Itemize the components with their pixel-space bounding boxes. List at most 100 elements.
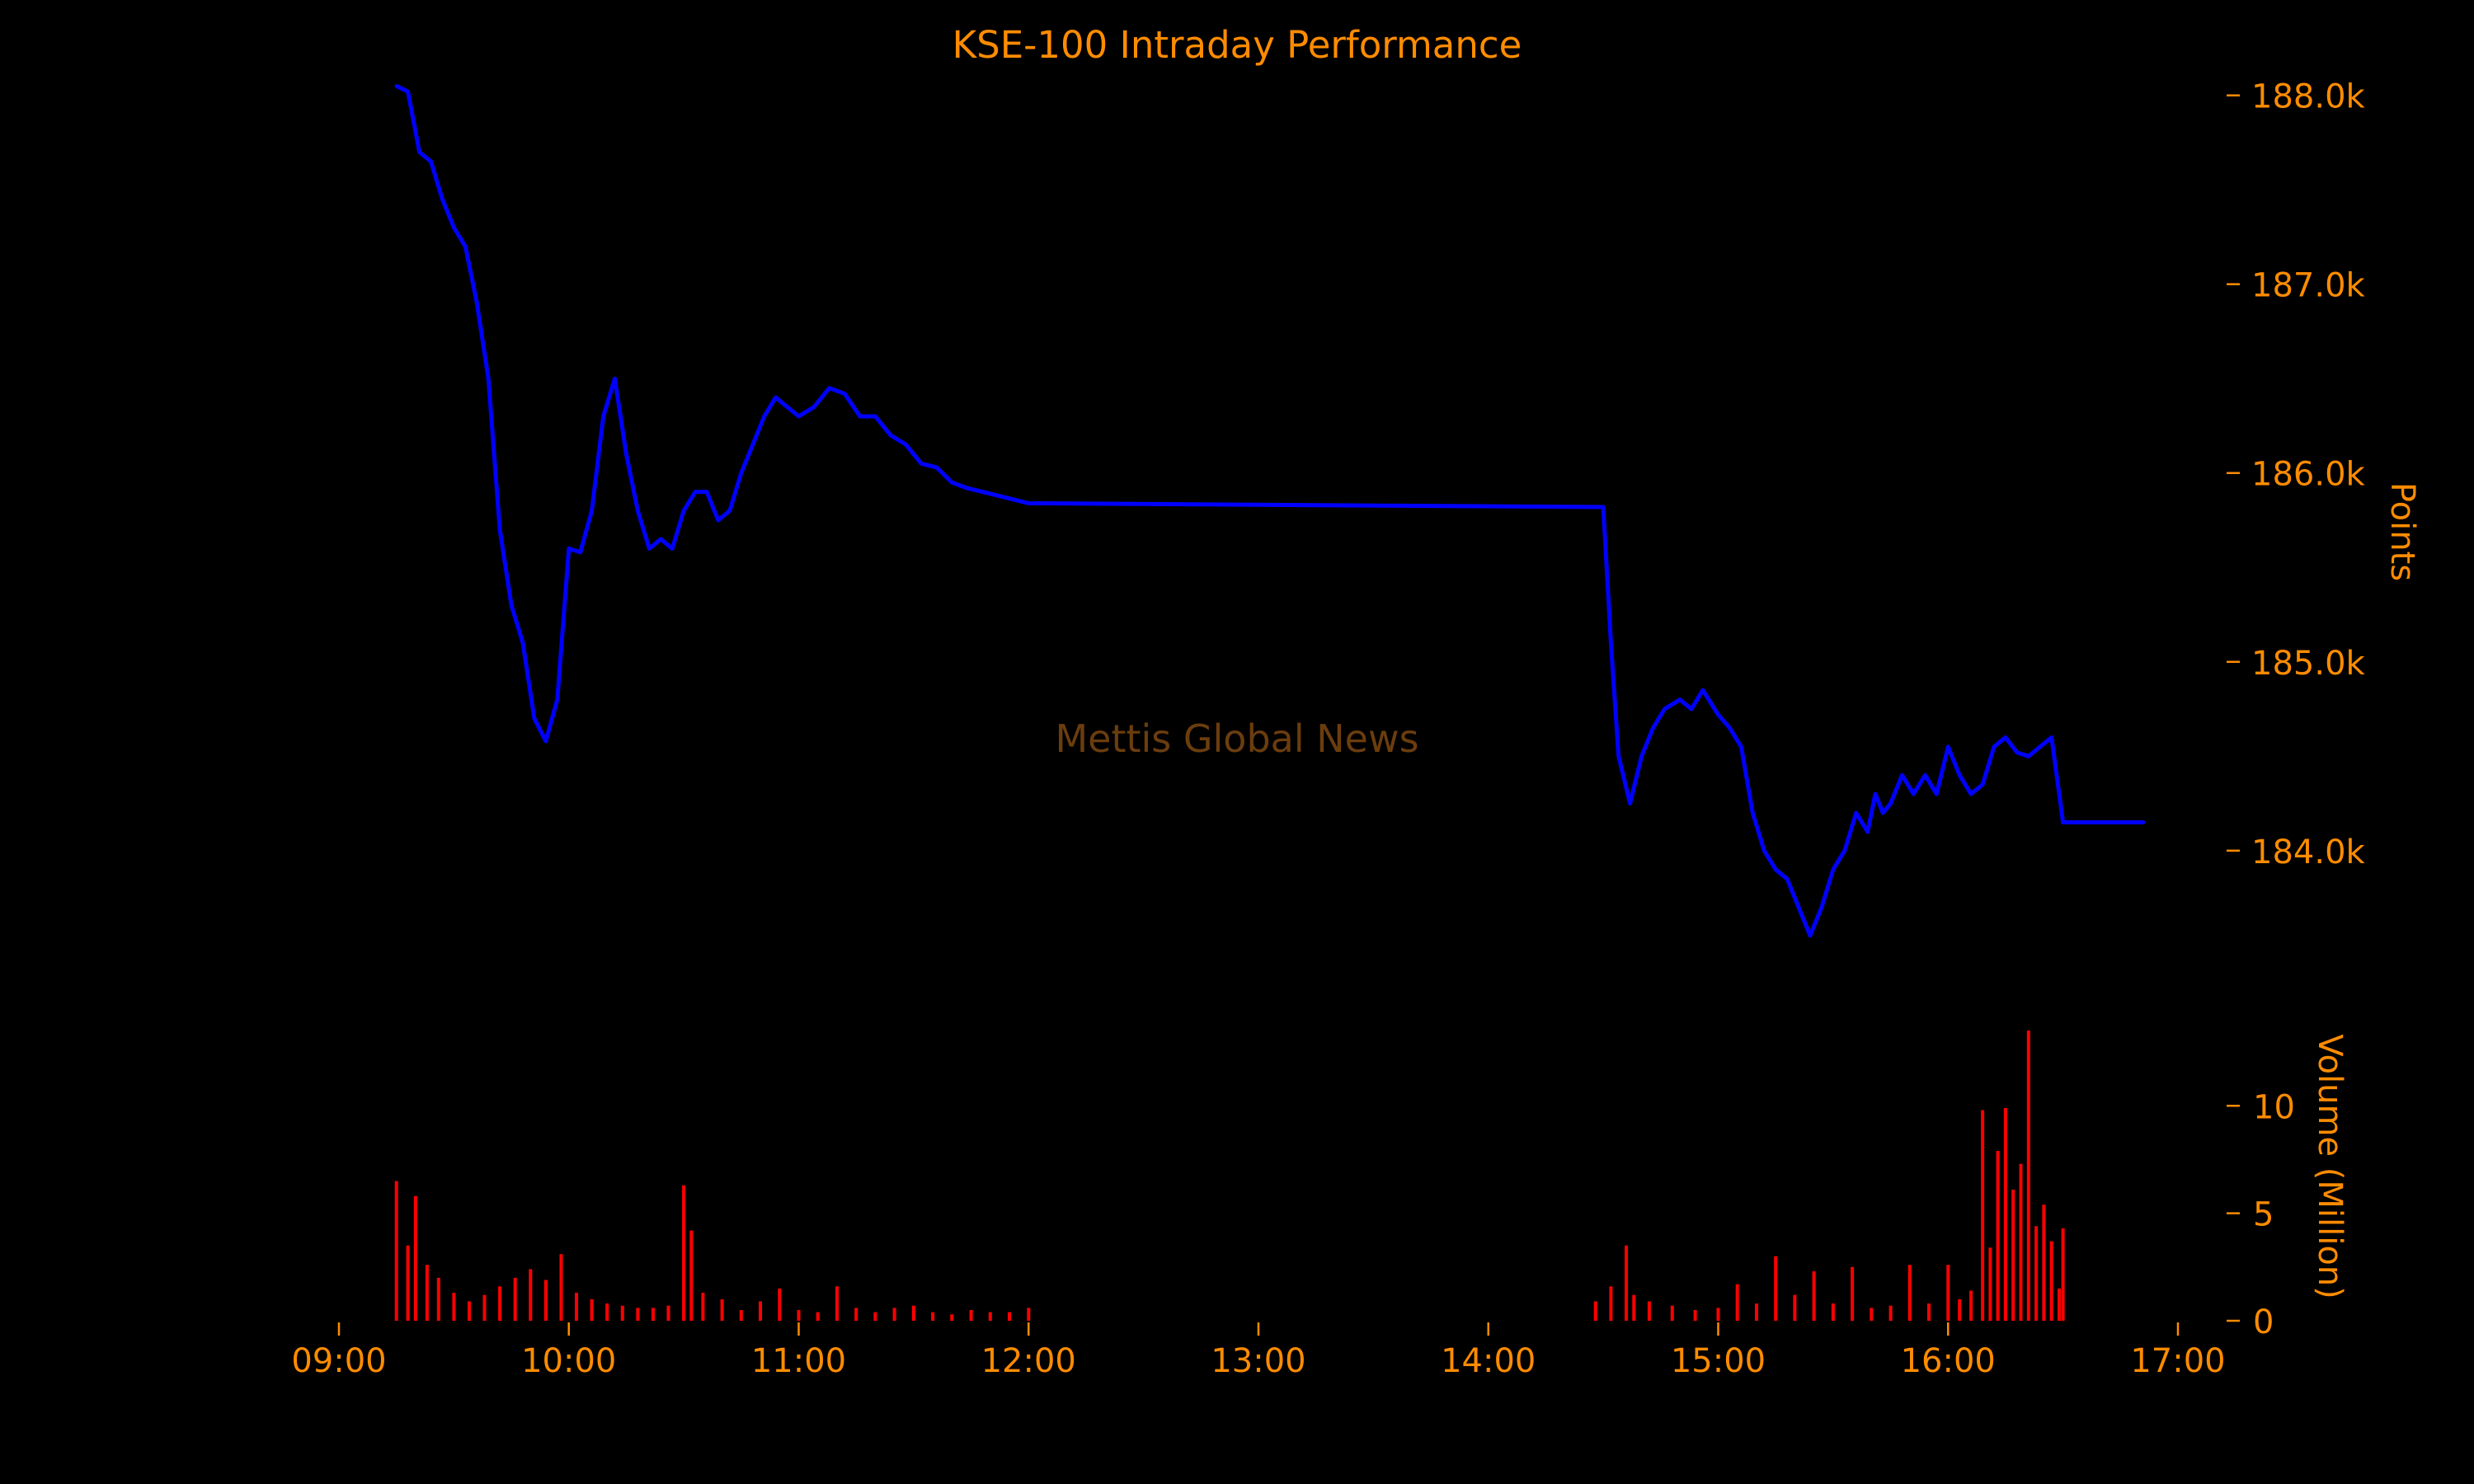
index-point xyxy=(613,377,617,381)
volume-bar xyxy=(1946,1265,1950,1321)
index-point xyxy=(934,465,939,470)
volume-bar xyxy=(1755,1303,1758,1321)
index-point xyxy=(843,392,847,396)
volume-bar xyxy=(1927,1303,1931,1321)
index-point xyxy=(1873,791,1878,796)
volume-bar xyxy=(436,1277,440,1321)
index-point xyxy=(785,405,789,409)
volume-bar xyxy=(1831,1303,1835,1321)
volume-bar xyxy=(2026,1031,2030,1321)
volume-tick-label: 10 xyxy=(2253,1088,2295,1126)
index-point xyxy=(797,414,801,419)
volume-axis-label: Volume (Million) xyxy=(2311,1034,2349,1298)
price-tick-label: 185.0k xyxy=(2251,645,2366,683)
volume-bar xyxy=(2058,1288,2061,1321)
index-point xyxy=(1762,848,1766,853)
volume-bar xyxy=(605,1303,609,1321)
index-point xyxy=(1609,641,1613,646)
index-point xyxy=(1900,773,1904,777)
index-point xyxy=(827,386,831,390)
index-point xyxy=(2003,735,2008,740)
index-point xyxy=(1865,829,1870,834)
volume-bar xyxy=(854,1308,858,1321)
volume-bar xyxy=(1907,1265,1912,1321)
index-point xyxy=(1935,791,1939,796)
volume-bar xyxy=(682,1185,686,1321)
volume-bar xyxy=(620,1305,624,1321)
index-point xyxy=(1774,867,1778,871)
volume-bar xyxy=(529,1269,533,1321)
index-point xyxy=(532,716,537,721)
volume-bar xyxy=(1735,1284,1739,1321)
index-point xyxy=(1689,707,1694,711)
index-point xyxy=(995,494,1000,498)
index-point xyxy=(1968,791,1973,796)
volume-bar xyxy=(950,1314,954,1321)
index-point xyxy=(1601,505,1606,510)
index-point xyxy=(2057,791,2062,796)
index-point xyxy=(873,414,877,419)
price-tick-label: 188.0k xyxy=(2251,78,2366,116)
index-point xyxy=(1946,744,1950,749)
index-line-series xyxy=(394,84,2146,938)
index-point xyxy=(1616,754,1620,758)
index-point xyxy=(1785,876,1790,881)
index-point xyxy=(1751,810,1755,815)
time-x-axis: 09:00 10:00 11:00 12:00 13:00 14:00 15:00 16:00… xyxy=(291,1322,2226,1380)
index-point xyxy=(727,509,732,513)
index-point xyxy=(888,433,893,438)
volume-bar xyxy=(988,1312,992,1321)
volume-bar xyxy=(651,1308,655,1321)
index-point xyxy=(1663,707,1667,711)
volume-tick-label: 5 xyxy=(2253,1196,2274,1234)
volume-bar xyxy=(1888,1305,1893,1321)
volume-bar xyxy=(575,1293,578,1321)
volume-bar xyxy=(1632,1294,1636,1321)
index-point xyxy=(950,481,954,485)
volume-bar xyxy=(2042,1205,2046,1321)
volume-bar xyxy=(2019,1163,2023,1321)
index-point xyxy=(601,414,605,419)
volume-bar xyxy=(1793,1294,1797,1321)
index-point xyxy=(1842,848,1846,853)
index-point xyxy=(555,697,559,702)
volume-bar xyxy=(1996,1151,2000,1321)
time-tick-label: 14:00 xyxy=(1441,1342,1536,1380)
index-point xyxy=(965,486,970,491)
index-point xyxy=(475,301,479,305)
volume-bars xyxy=(394,1031,2065,1321)
index-point xyxy=(1808,933,1813,938)
index-point xyxy=(762,414,766,419)
index-point xyxy=(670,547,675,551)
index-point xyxy=(1912,791,1916,796)
index-point xyxy=(2015,750,2020,754)
volume-bar xyxy=(689,1230,694,1321)
index-point xyxy=(904,443,908,447)
volume-bar xyxy=(452,1293,456,1321)
price-tick-label: 184.0k xyxy=(2251,834,2366,871)
volume-bar xyxy=(969,1310,973,1321)
index-point xyxy=(704,490,709,494)
volume-bar xyxy=(720,1298,724,1321)
index-point xyxy=(636,509,640,513)
index-point xyxy=(858,414,863,419)
index-point xyxy=(1027,501,1031,505)
time-tick-label: 13:00 xyxy=(1211,1342,1305,1380)
volume-bar xyxy=(559,1254,563,1321)
volume-bar xyxy=(482,1294,487,1321)
index-point xyxy=(1011,497,1015,501)
index-point xyxy=(693,490,698,494)
volume-bar xyxy=(425,1265,429,1321)
index-point xyxy=(429,159,433,164)
volume-bar xyxy=(394,1181,398,1321)
index-point xyxy=(2107,820,2111,824)
price-tick-label: 186.0k xyxy=(2251,456,2366,494)
volume-bar xyxy=(2049,1241,2053,1321)
volume-bar xyxy=(778,1288,782,1321)
index-point xyxy=(1888,801,1893,805)
volume-bar xyxy=(739,1310,743,1321)
index-point xyxy=(1628,801,1632,805)
index-point xyxy=(440,197,444,201)
index-point xyxy=(1831,867,1836,871)
